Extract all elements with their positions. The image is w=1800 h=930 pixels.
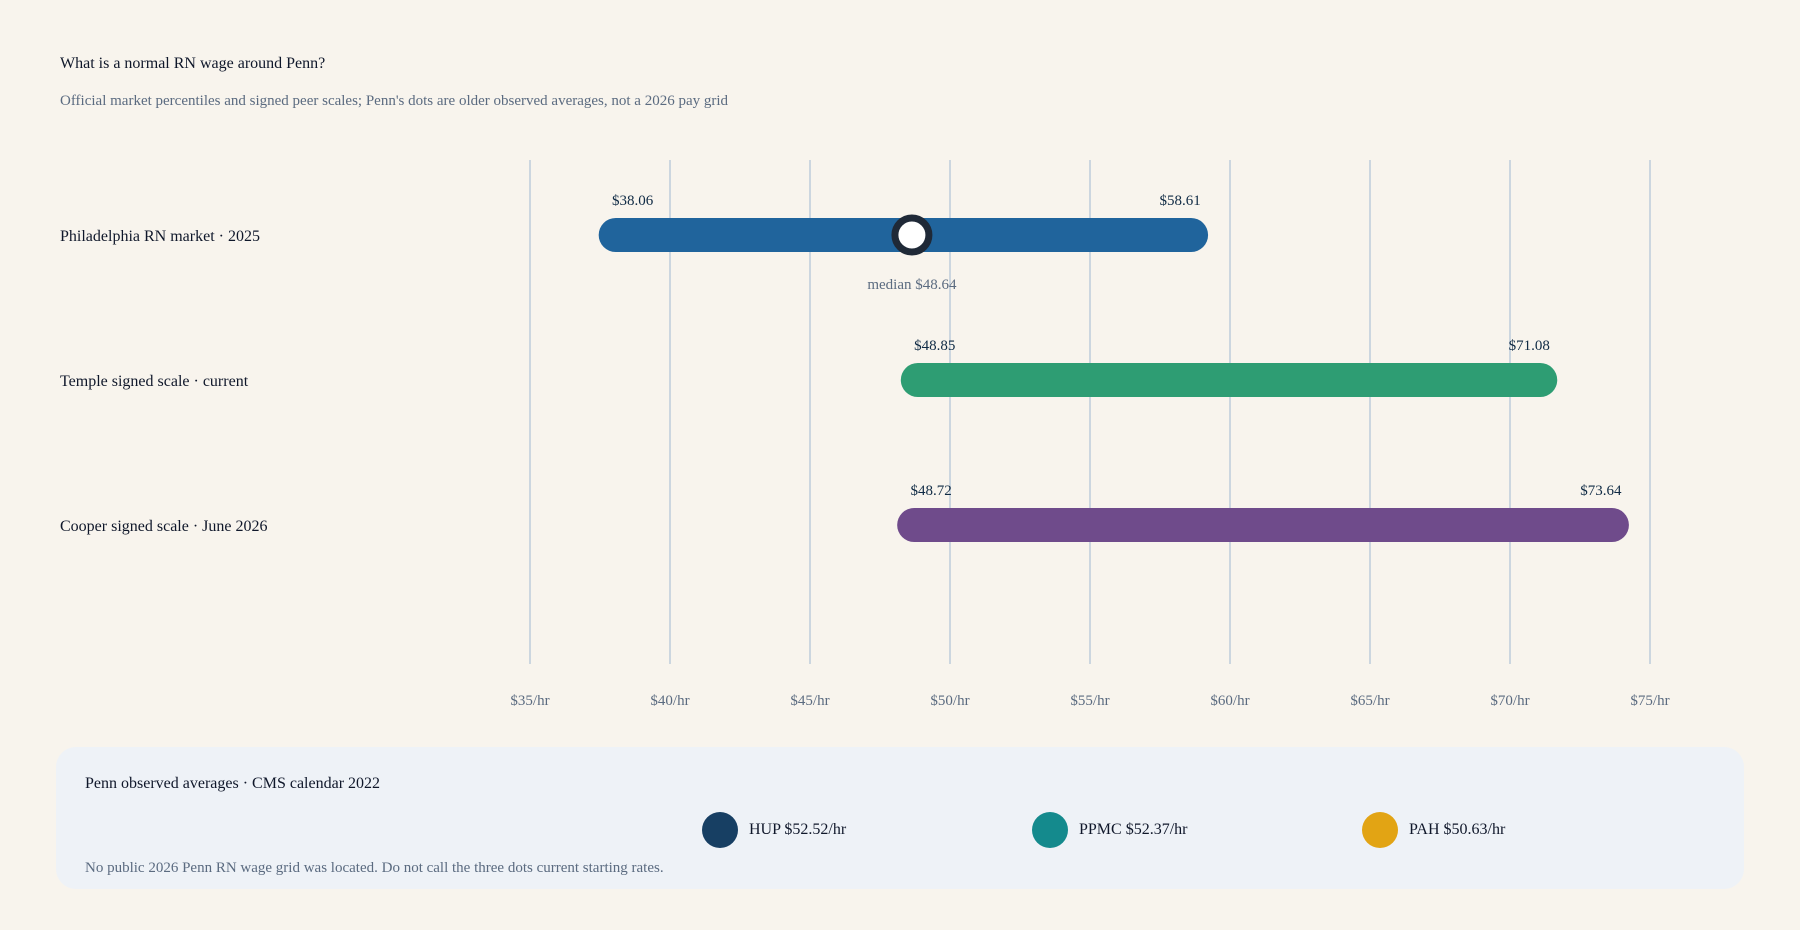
legend-label-hup: HUP $52.52/hr	[749, 821, 847, 838]
ppmc-dot-icon	[1032, 812, 1068, 848]
pah-dot-icon	[1362, 812, 1398, 848]
high-value-label: $58.61	[1159, 193, 1200, 209]
high-value-label: $71.08	[1509, 338, 1550, 354]
median-label: median $48.64	[867, 277, 957, 293]
legend-label-pah: PAH $50.63/hr	[1409, 821, 1506, 838]
x-tick-label: $35/hr	[510, 693, 549, 709]
x-tick-label: $60/hr	[1210, 693, 1249, 709]
x-tick-label: $75/hr	[1630, 693, 1669, 709]
range-chart: $35/hr $40/hr $45/hr $50/hr $55/hr $60/hr $65/…	[60, 160, 1670, 709]
x-tick-label: $45/hr	[790, 693, 829, 709]
chart-subtitle: Official market percentiles and signed p…	[60, 93, 729, 109]
median-marker	[891, 214, 933, 256]
high-value-label: $73.64	[1580, 483, 1622, 499]
hup-dot-icon	[702, 812, 738, 848]
low-value-label: $48.72	[911, 483, 952, 499]
x-tick-label: $65/hr	[1350, 693, 1389, 709]
legend-item-pah: PAH $50.63/hr	[1362, 812, 1505, 848]
legend-item-hup: HUP $52.52/hr	[702, 812, 846, 848]
x-tick-label: $70/hr	[1490, 693, 1529, 709]
low-value-label: $38.06	[612, 193, 654, 209]
legend-title: Penn observed averages · CMS calendar 20…	[85, 775, 381, 792]
x-tick-label: $40/hr	[650, 693, 689, 709]
row-label: Philadelphia RN market · 2025	[60, 228, 260, 245]
legend-item-ppmc: PPMC $52.37/hr	[1032, 812, 1187, 848]
row-label: Temple signed scale · current	[60, 373, 249, 390]
x-tick-label: $50/hr	[930, 693, 969, 709]
low-value-label: $48.85	[914, 338, 955, 354]
penn-observed-averages-panel: Penn observed averages · CMS calendar 20…	[56, 747, 1744, 889]
chart-title: What is a normal RN wage around Penn?	[60, 55, 326, 72]
row-label: Cooper signed scale · June 2026	[60, 518, 268, 535]
legend-note: No public 2026 Penn RN wage grid was loc…	[85, 860, 664, 876]
range-bar	[897, 508, 1629, 542]
x-tick-label: $55/hr	[1070, 693, 1109, 709]
legend-label-ppmc: PPMC $52.37/hr	[1079, 821, 1188, 838]
range-bar	[900, 363, 1558, 397]
